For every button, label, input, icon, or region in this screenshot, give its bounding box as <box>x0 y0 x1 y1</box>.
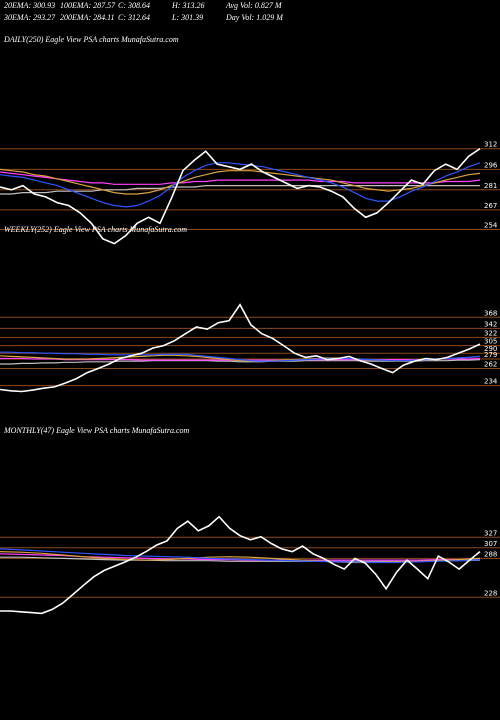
header-stat: H: 313.26 <box>171 1 204 10</box>
header-stat: C: 312.64 <box>118 13 150 22</box>
y-tick-label: 234 <box>484 378 498 386</box>
y-tick-label: 368 <box>484 309 497 317</box>
y-tick-label: 262 <box>484 361 497 369</box>
y-tick-label: 305 <box>484 338 497 346</box>
series-line <box>0 351 481 362</box>
y-tick-label: 342 <box>484 320 497 328</box>
header-stat: L: 301.39 <box>171 13 203 22</box>
header-stat: Avg Vol: 0.827 M <box>225 1 283 10</box>
y-tick-label: 279 <box>484 351 497 359</box>
y-tick-label: 312 <box>484 141 497 149</box>
series-line <box>0 303 481 393</box>
header-stat: Day Vol: 1.029 M <box>225 13 284 22</box>
y-tick-label: 254 <box>484 221 498 229</box>
panel-title: MONTHLY(47) Eagle View PSA charts Munafa… <box>3 426 190 435</box>
y-tick-label: 281 <box>484 182 497 190</box>
series-line <box>0 148 481 245</box>
series-line <box>0 171 481 185</box>
y-tick-label: 307 <box>484 540 497 548</box>
y-tick-label: 296 <box>484 161 498 169</box>
series-line <box>0 168 481 195</box>
y-tick-label: 228 <box>484 589 497 597</box>
header-stat: 30EMA: 293.27 <box>3 13 56 22</box>
series-line <box>0 162 481 208</box>
y-tick-label: 267 <box>484 202 497 210</box>
y-tick-label: 290 <box>484 345 497 353</box>
header-stat: 20EMA: 300.93 <box>4 1 55 10</box>
series-line <box>0 515 481 615</box>
header-stat: C: 308.64 <box>118 1 150 10</box>
panel-title: WEEKLY(252) Eagle View PSA charts Munafa… <box>4 225 187 234</box>
series-line <box>0 185 480 195</box>
panel-title: DAILY(250) Eagle View PSA charts MunafaS… <box>3 35 179 44</box>
y-tick-label: 288 <box>484 550 497 558</box>
y-tick-label: 327 <box>484 529 497 537</box>
y-tick-label: 322 <box>484 329 497 337</box>
series-line <box>0 548 481 564</box>
header-stat: 200EMA: 284.11 <box>60 13 115 22</box>
header-stat: 100EMA: 287.57 <box>60 1 116 10</box>
